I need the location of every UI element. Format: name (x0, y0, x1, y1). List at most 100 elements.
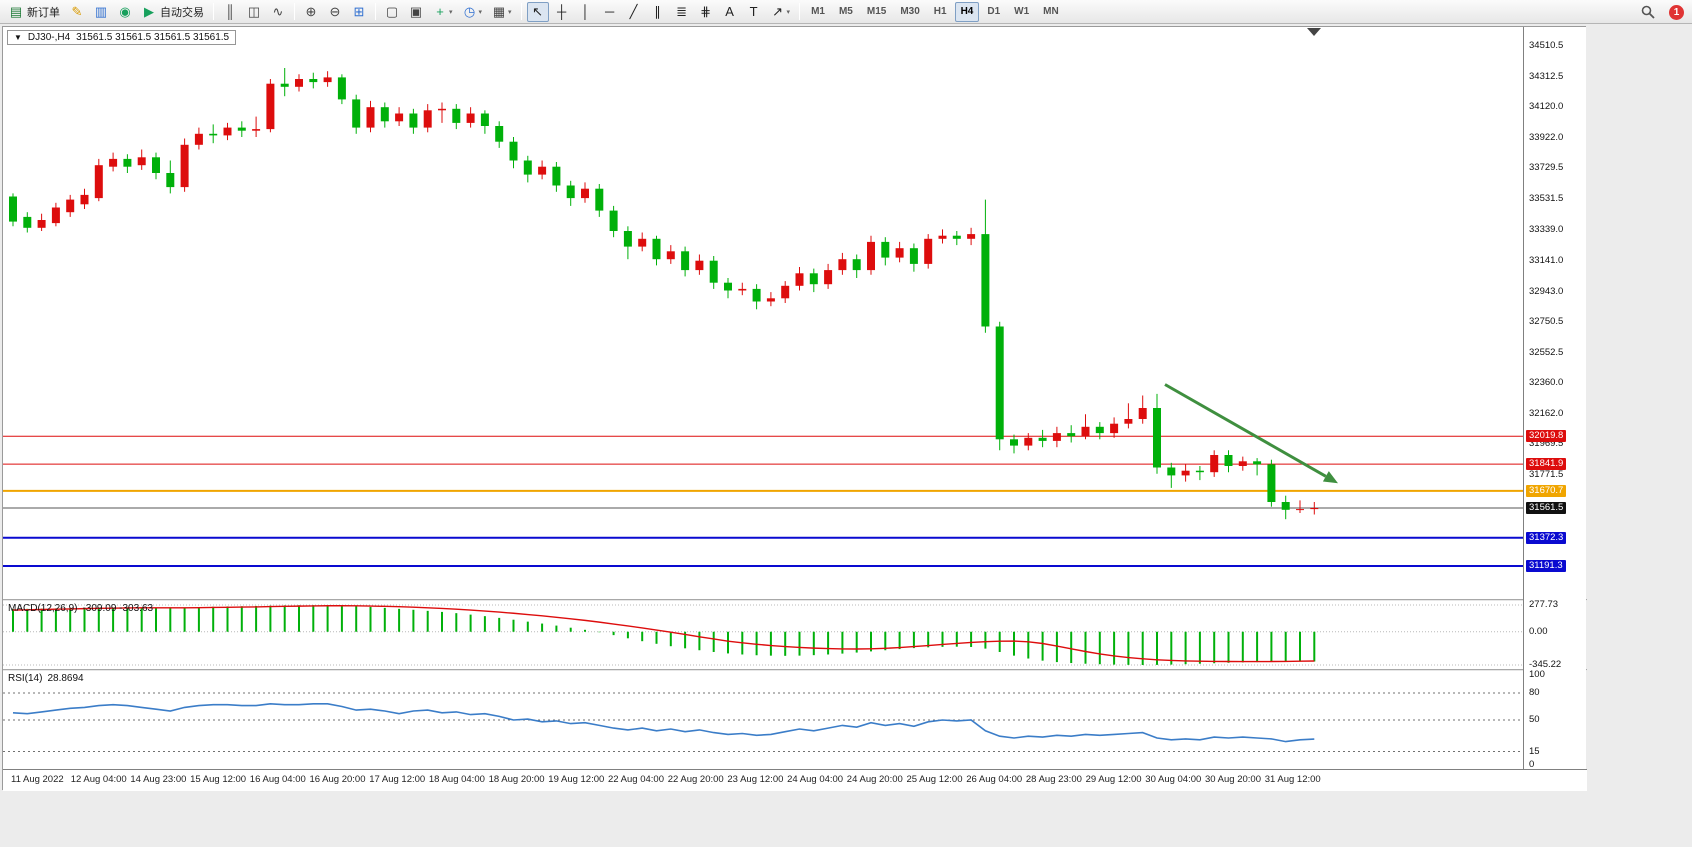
dropdown-arrow-icon: ▾ (508, 8, 512, 16)
time-axis[interactable]: 11 Aug 2022 12 Aug 04:00 14 Aug 23:00 15 Au… (3, 769, 1587, 791)
mql5-community-button[interactable]: ◉ (114, 2, 136, 22)
indicator-axis-label: 0 (1529, 759, 1535, 770)
timeframe-d1-button[interactable]: D1 (981, 2, 1006, 22)
time-axis-label: 30 Aug 04:00 (1145, 774, 1202, 785)
horizontal-line-button[interactable]: ─ (599, 2, 621, 22)
price-axis-label: 32943.0 (1529, 285, 1564, 297)
price-axis-label: 32750.5 (1529, 315, 1564, 327)
pane-separator[interactable] (3, 599, 1587, 601)
autotrading-button[interactable]: ▶ 自动交易 (138, 2, 208, 22)
time-axis-label: 15 Aug 12:00 (190, 774, 247, 785)
collapse-triangle-icon[interactable]: ▼ (14, 33, 22, 42)
toolbar-separator (213, 3, 214, 20)
dropdown-arrow-icon: ▾ (478, 8, 483, 16)
rsi-pane[interactable]: RSI(14) 28.8694 (3, 671, 1523, 769)
macd-label: MACD(12,26,9) (8, 603, 78, 614)
timeframe-m15-button[interactable]: M15 (861, 2, 892, 22)
time-axis-label: 14 Aug 23:00 (130, 774, 187, 785)
timeframe-h1-button[interactable]: H1 (928, 2, 953, 22)
text-label-button[interactable]: T (743, 2, 765, 22)
trendline-icon: ╱ (629, 3, 638, 19)
candlestick-chart (3, 28, 1523, 567)
time-axis-label: 22 Aug 20:00 (667, 774, 724, 785)
workspace: ▼ DJ30-,H4 31561.5 31561.5 31561.5 31561… (0, 24, 1692, 847)
timeframe-m5-button[interactable]: M5 (833, 2, 859, 22)
time-axis-label: 12 Aug 04:00 (70, 774, 127, 785)
new-order-icon: ▤ (9, 3, 23, 19)
timeframe-h4-button[interactable]: H4 (954, 1, 980, 22)
time-axis-label: 16 Aug 04:00 (249, 774, 306, 785)
time-axis-label: 24 Aug 20:00 (846, 774, 903, 785)
timeframe-w1-button[interactable]: W1 (1008, 2, 1035, 22)
timeframe-mn-button[interactable]: MN (1037, 2, 1065, 22)
trendline-button[interactable]: ╱ (623, 2, 645, 22)
autotrading-label: 自动交易 (160, 6, 204, 19)
line-chart-button[interactable]: ∿ (267, 2, 289, 22)
chart-shift-toggle-button[interactable]: ▣ (405, 2, 427, 22)
timeframe-m30-button-label: M30 (900, 6, 920, 17)
chart-ohlc-values: 31561.5 31561.5 31561.5 31561.5 (76, 32, 230, 43)
chart-shift-marker[interactable] (1307, 28, 1321, 36)
timeframe-m1-button-label: M1 (811, 6, 825, 17)
time-axis-label: 25 Aug 12:00 (906, 774, 963, 785)
arrows-button[interactable]: ↗ ▾ (767, 2, 795, 22)
timeframe-d1-button-label: D1 (987, 6, 1001, 17)
timeframe-m5-button-label: M5 (838, 6, 853, 17)
notifications-badge[interactable]: 1 (1669, 4, 1684, 20)
timeframe-m30-button[interactable]: M30 (894, 2, 925, 22)
candlestick-chart-button[interactable]: ◫ (243, 2, 265, 22)
macd-pane[interactable]: MACD(12,26,9) -309.09 -303.63 (3, 601, 1523, 669)
time-axis-label: 26 Aug 04:00 (966, 774, 1023, 785)
price-axis[interactable]: 34510.5 34312.5 34120.0 33922.0 33729.5 33531… (1523, 27, 1586, 770)
search-button[interactable] (1637, 2, 1659, 22)
timeframe-h1-button-label: H1 (933, 6, 947, 17)
zoom-out-button[interactable]: ⊖ (324, 2, 346, 22)
market-depth-button[interactable]: ▥ (90, 2, 112, 22)
timeframe-h4-button-label: H4 (960, 6, 974, 17)
indicators-button[interactable]: + ▾ (429, 2, 457, 22)
metaeditor-button[interactable]: ✎ (66, 2, 88, 22)
trend-arrow-object[interactable] (1164, 383, 1338, 484)
periods-button[interactable]: ◷ ▾ (459, 2, 487, 22)
price-line-label: 31841.9 (1526, 458, 1567, 471)
price-axis-label: 32360.0 (1529, 376, 1564, 388)
price-axis-label: 32162.0 (1529, 408, 1564, 419)
zoom-in-button[interactable]: ⊕ (300, 2, 322, 22)
price-axis-label: 31969.5 (1529, 438, 1564, 450)
crosshair-button[interactable]: ┼ (551, 2, 573, 22)
cursor-button[interactable]: ↖ (526, 1, 549, 22)
rsi-line (12, 702, 1315, 743)
price-line-label: 31372.3 (1526, 531, 1567, 544)
equidistant-channel-button[interactable]: ∥ (647, 2, 669, 22)
indicator-axis-label: -345.22 (1529, 659, 1562, 670)
bar-chart-button[interactable]: ║ (219, 2, 241, 22)
indicator-axis-label: 100 (1529, 669, 1545, 680)
templates-button[interactable]: ▦ ▾ (488, 2, 516, 22)
equidistant-channel-icon: ∥ (654, 3, 661, 19)
grid-button[interactable]: ⋕ (695, 2, 717, 22)
macd-values: -309.09 -303.63 (82, 603, 154, 614)
auto-scroll-button[interactable]: ▢ (381, 2, 403, 22)
vertical-line-button[interactable]: │ (575, 2, 597, 22)
macd-histogram (12, 605, 1316, 665)
macd-chart (3, 604, 1523, 666)
pane-separator[interactable] (3, 669, 1587, 671)
search-icon (1641, 5, 1655, 19)
price-line-label: 31670.7 (1526, 484, 1567, 497)
time-axis-label: 16 Aug 20:00 (309, 774, 366, 785)
main-chart-pane[interactable]: ▼ DJ30-,H4 31561.5 31561.5 31561.5 31561… (3, 27, 1523, 599)
timeframe-m15-button-label: M15 (866, 6, 887, 17)
new-order-button[interactable]: ▤ 新订单 (5, 2, 64, 22)
fibonacci-button[interactable]: ≣ (671, 2, 693, 22)
timeframe-m1-button[interactable]: M1 (805, 2, 831, 22)
time-axis-label: 23 Aug 12:00 (727, 774, 784, 785)
timeframe-w1-button-label: W1 (1014, 6, 1030, 17)
indicators-icon: + (436, 3, 444, 19)
tile-windows-button[interactable]: ⊞ (348, 2, 370, 22)
chart-shift-toggle-icon: ▣ (409, 3, 423, 19)
rsi-value: 28.8694 (47, 673, 84, 684)
tile-windows-icon: ⊞ (353, 3, 365, 19)
text-button[interactable]: A (719, 2, 741, 22)
time-axis-label: 29 Aug 12:00 (1085, 774, 1142, 785)
metaeditor-icon: ✎ (71, 3, 83, 19)
